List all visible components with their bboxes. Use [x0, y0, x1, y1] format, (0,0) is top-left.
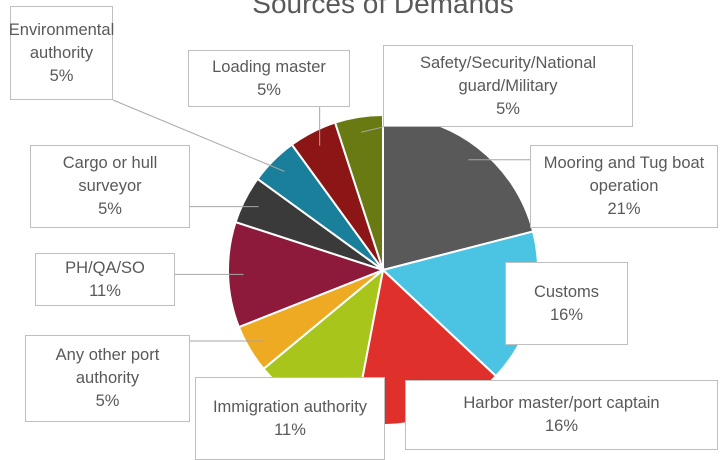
category-label: Safety/Security/National guard/Military — [419, 53, 597, 95]
category-label: Environmental authority — [8, 20, 115, 62]
data-label: Environmental authority 5% — [8, 6, 115, 100]
value-label: 5% — [496, 99, 520, 118]
value-label: 5% — [98, 200, 122, 218]
leader-line — [112, 99, 285, 172]
value-label: 16% — [549, 305, 584, 324]
category-label: Mooring and Tug boat operation — [543, 154, 705, 195]
data-label: Any other port authority 5% — [25, 335, 190, 422]
category-label: Any other port authority — [55, 346, 160, 387]
value-label: 16% — [544, 417, 579, 435]
pie-slice — [333, 113, 384, 271]
chart-title: Sources of Demands — [252, 0, 514, 19]
value-label: 21% — [607, 200, 641, 218]
data-label: Cargo or hull surveyor 5% — [30, 145, 190, 228]
category-label: Loading master — [212, 57, 326, 76]
value-label: 11% — [89, 281, 121, 300]
data-label: Harbor master/port captain 16% — [405, 380, 718, 450]
data-label: Immigration authority 11% — [195, 377, 385, 460]
value-label: 5% — [49, 66, 74, 85]
leader-line — [361, 126, 384, 133]
data-label: Safety/Security/National guard/Military 5… — [383, 45, 633, 127]
category-label: Customs — [533, 282, 600, 301]
data-label: Loading master 5% — [188, 50, 350, 107]
data-label: Mooring and Tug boat operation 21% — [530, 145, 718, 228]
category-label: Immigration authority — [212, 397, 368, 416]
category-label: Cargo or hull surveyor — [62, 154, 158, 195]
value-label: 11% — [274, 420, 306, 439]
category-label: PH/QA/SO — [65, 258, 145, 277]
value-label: 5% — [257, 80, 281, 99]
value-label: 5% — [95, 392, 120, 410]
category-label: Harbor master/port captain — [463, 394, 660, 412]
data-label: PH/QA/SO 11% — [35, 253, 175, 306]
data-label: Customs 16% — [505, 262, 628, 345]
